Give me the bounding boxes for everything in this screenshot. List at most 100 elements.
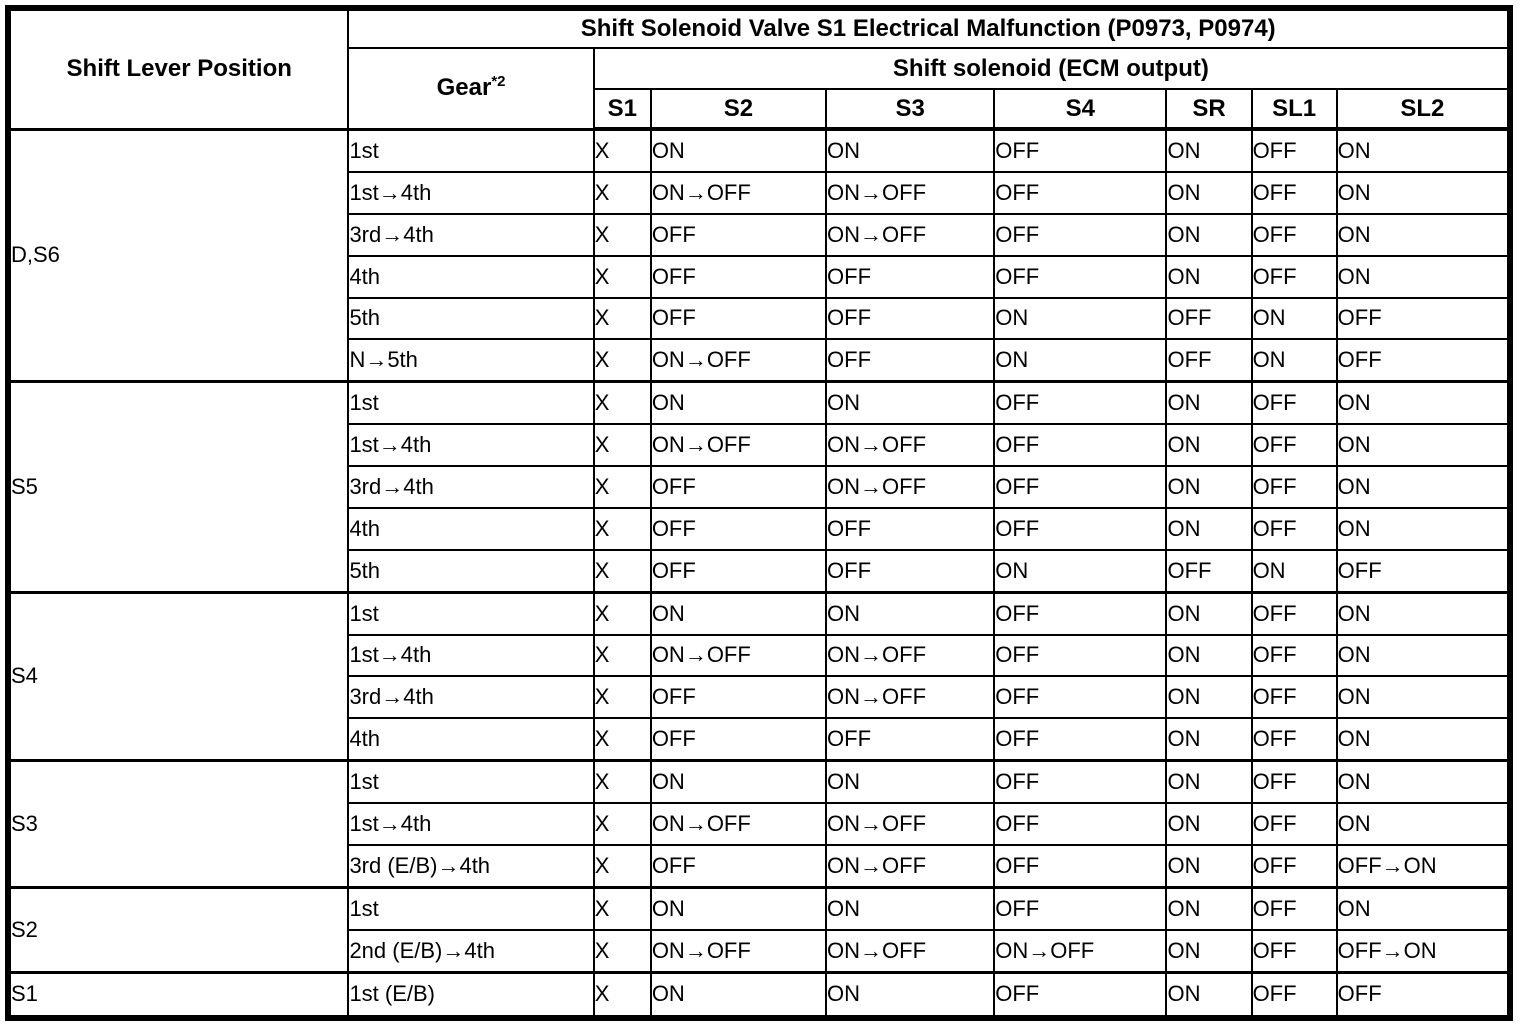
gear-cell: 3rd→4th: [347, 675, 595, 719]
solenoid-value-cell: ON→OFF: [649, 338, 828, 383]
solenoid-value-cell: OFF: [1250, 171, 1338, 215]
table-row: 1st→4th X ON→OFF ON→OFF OFF ON OFF ON: [8, 802, 1512, 846]
solenoid-value-cell: X: [592, 423, 652, 467]
solenoid-value-cell: OFF: [1250, 759, 1338, 804]
gear-cell: 1st→4th: [347, 423, 595, 467]
solenoid-value-cell: ON→OFF: [649, 633, 828, 678]
solenoid-value-cell: OFF: [993, 127, 1168, 174]
solenoid-value-cell: X: [592, 759, 652, 804]
table-row: S1 1st (E/B) X ON ON OFF ON OFF OFF: [6, 970, 1512, 1019]
gear-cell: 4th: [347, 717, 595, 762]
table-row: 2nd (E/B)→4th X ON→OFF ON→OFF ON→OFF ON OFF OFF…: [8, 928, 1512, 974]
solenoid-value-cell: ON: [1250, 338, 1338, 383]
solenoid-value-cell: ON: [1335, 506, 1512, 551]
shift-solenoid-table: Shift Lever Position Shift Solenoid Valv…: [5, 5, 1513, 1021]
solenoid-value-cell: OFF: [1335, 338, 1512, 383]
table-row: 3rd (E/B)→4th X OFF ON→OFF OFF ON OFF OFF→ON: [8, 843, 1512, 889]
shift-lever-position-cell: D,S6: [6, 127, 350, 383]
solenoid-value-cell: ON→OFF: [825, 633, 996, 678]
solenoid-value-cell: X: [592, 254, 652, 299]
solenoid-value-cell: ON: [1165, 970, 1253, 1019]
solenoid-value-cell: OFF: [1165, 548, 1253, 593]
solenoid-value-cell: OFF: [993, 802, 1168, 846]
solenoid-value-cell: OFF: [993, 465, 1168, 509]
solenoid-value-cell: ON: [1335, 802, 1512, 846]
solenoid-value-cell: OFF: [1165, 296, 1253, 341]
solenoid-value-cell: ON→OFF: [825, 802, 996, 846]
table-row: 4th X OFF OFF OFF ON OFF ON: [8, 254, 1512, 299]
gear-cell: 1st→4th: [347, 633, 595, 678]
solenoid-value-cell: OFF: [649, 254, 828, 299]
solenoid-value-cell: X: [592, 633, 652, 678]
solenoid-value-cell: OFF: [993, 423, 1168, 467]
solenoid-value-cell: X: [592, 885, 652, 931]
solenoid-value-cell: ON: [993, 548, 1168, 593]
solenoid-value-cell: ON: [1165, 633, 1253, 678]
gear-cell: 4th: [347, 254, 595, 299]
solenoid-value-cell: ON→OFF: [825, 465, 996, 509]
solenoid-value-cell: ON→OFF: [825, 423, 996, 467]
solenoid-value-cell: ON: [1165, 127, 1253, 174]
table-title: Shift Solenoid Valve S1 Electrical Malfu…: [347, 7, 1511, 49]
solenoid-value-cell: OFF: [993, 254, 1168, 299]
solenoid-value-cell: OFF: [1250, 928, 1338, 974]
solenoid-value-cell: X: [592, 970, 652, 1019]
col-header-s3: S3: [825, 88, 996, 131]
solenoid-value-cell: OFF: [993, 885, 1168, 931]
solenoid-value-cell: ON: [1335, 254, 1512, 299]
solenoid-value-cell: ON→OFF: [649, 423, 828, 467]
solenoid-value-cell: OFF: [1250, 843, 1338, 889]
shift-solenoid-group-header: Shift solenoid (ECM output): [592, 47, 1512, 90]
solenoid-value-cell: X: [592, 675, 652, 719]
solenoid-value-cell: X: [592, 127, 652, 174]
solenoid-value-cell: OFF: [993, 759, 1168, 804]
solenoid-value-cell: ON→OFF: [825, 843, 996, 889]
col-header-sl2: SL2: [1335, 88, 1512, 131]
solenoid-value-cell: ON: [993, 296, 1168, 341]
solenoid-value-cell: ON: [825, 127, 996, 174]
solenoid-value-cell: ON: [1165, 506, 1253, 551]
solenoid-value-cell: ON: [1250, 296, 1338, 341]
solenoid-value-cell: ON: [825, 380, 996, 426]
solenoid-value-cell: ON: [1335, 213, 1512, 257]
solenoid-value-cell: ON: [1165, 717, 1253, 762]
gear-cell: 1st: [347, 885, 595, 931]
solenoid-value-cell: OFF: [993, 171, 1168, 215]
solenoid-value-cell: OFF: [993, 970, 1168, 1019]
solenoid-value-cell: OFF: [825, 506, 996, 551]
solenoid-value-cell: OFF: [649, 843, 828, 889]
solenoid-value-cell: ON: [1335, 759, 1512, 804]
solenoid-value-cell: OFF: [1250, 802, 1338, 846]
table-row: 5th X OFF OFF ON OFF ON OFF: [8, 548, 1512, 593]
solenoid-value-cell: OFF: [1250, 970, 1338, 1019]
solenoid-value-cell: ON: [1335, 380, 1512, 426]
solenoid-value-cell: X: [592, 590, 652, 636]
solenoid-value-cell: ON: [1335, 423, 1512, 467]
solenoid-value-cell: ON: [1335, 127, 1512, 174]
solenoid-value-cell: ON: [1165, 675, 1253, 719]
table-row: D,S6 1st X ON ON OFF ON OFF ON: [6, 127, 1512, 383]
gear-cell: 1st: [347, 127, 595, 174]
solenoid-value-cell: OFF: [649, 717, 828, 762]
shift-lever-position-cell: S3: [6, 759, 350, 889]
table-body: D,S6 1st X ON ON OFF ON OFF ON 1st→4th X ON→OFF ON→O…: [6, 127, 1512, 1019]
solenoid-value-cell: ON: [993, 338, 1168, 383]
solenoid-value-cell: X: [592, 548, 652, 593]
gear-superscript: *2: [491, 73, 506, 91]
gear-label: Gear: [436, 74, 492, 102]
solenoid-value-cell: OFF: [649, 548, 828, 593]
shift-lever-position-header: Shift Lever Position: [6, 7, 350, 130]
solenoid-value-cell: ON: [825, 759, 996, 804]
table-header: Shift Lever Position Shift Solenoid Valv…: [6, 7, 1512, 131]
solenoid-value-cell: ON: [1335, 885, 1512, 931]
col-header-sr: SR: [1165, 88, 1253, 131]
solenoid-value-cell: X: [592, 296, 652, 341]
solenoid-value-cell: OFF: [993, 590, 1168, 636]
table-row: 3rd→4th X OFF ON→OFF OFF ON OFF ON: [8, 675, 1512, 719]
solenoid-value-cell: ON: [1250, 548, 1338, 593]
shift-lever-position-cell: S2: [6, 885, 350, 974]
solenoid-value-cell: ON: [1165, 590, 1253, 636]
solenoid-value-cell: ON: [649, 970, 828, 1019]
solenoid-value-cell: ON: [1165, 380, 1253, 426]
